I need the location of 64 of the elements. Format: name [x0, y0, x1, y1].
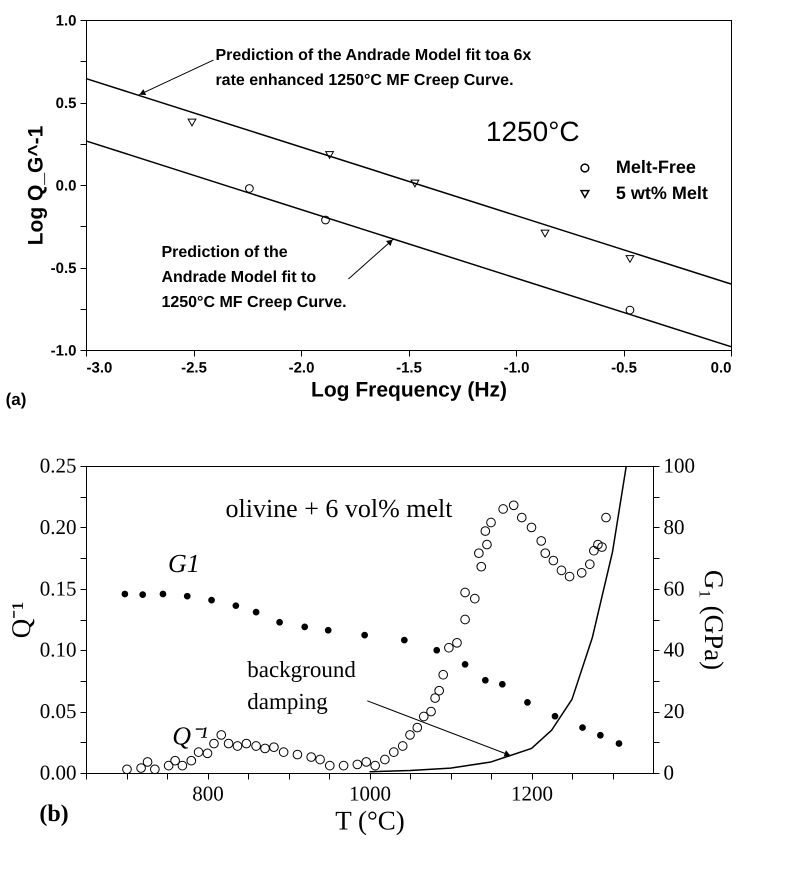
annotation: olivine + 6 vol% melt	[226, 494, 454, 523]
point	[361, 632, 368, 639]
y-tick-label: 0.5	[56, 95, 76, 112]
point	[139, 591, 146, 598]
x-tick-label: -2.5	[181, 360, 207, 376]
text: (a)	[6, 390, 26, 409]
y-axis-title: Q⁻¹	[6, 602, 36, 638]
x-tick-label: -0.5	[611, 360, 637, 376]
legend-title: 1250°C	[486, 116, 580, 147]
point	[324, 626, 332, 634]
legend-label: 5 wt% Melt	[616, 183, 708, 203]
point	[524, 699, 531, 706]
annotation: Prediction of the Andrade Model fit to 1250°C MF Creep Curve.	[161, 244, 347, 311]
point	[552, 712, 558, 720]
point	[498, 680, 506, 688]
series-label: G1	[168, 549, 200, 578]
point	[160, 590, 166, 598]
point	[482, 676, 489, 684]
y2-tick-label: 80	[664, 514, 684, 539]
series-label: Q⁻¹	[172, 721, 208, 750]
point	[596, 732, 604, 739]
y-axis-title: Log Q_G^-1	[24, 125, 48, 246]
y-tick-label: 0.00	[40, 760, 76, 784]
point	[184, 592, 191, 600]
x-tick-label: -2.0	[288, 360, 314, 376]
point	[579, 724, 586, 731]
y2-tick-label: 40	[664, 638, 684, 662]
point	[433, 646, 440, 654]
point	[252, 608, 260, 616]
y-tick-label: 0.10	[40, 638, 76, 662]
x-tick-label: 1200	[511, 782, 553, 806]
y-tick-label: 0.25	[40, 454, 76, 478]
y2-tick-label: 0	[664, 760, 674, 784]
x-tick-label: -3.0	[86, 360, 112, 376]
point	[122, 590, 128, 598]
point	[232, 602, 240, 610]
point	[276, 618, 283, 626]
y2-tick-label: 60	[664, 576, 684, 600]
y2-tick-label: 20	[664, 699, 684, 724]
point	[462, 660, 468, 668]
legend-label: Melt-Free	[616, 157, 696, 177]
annotation: Prediction of the Andrade Model fit toa 6x rate enhanced 1250°C MF Creep Curve.	[215, 47, 532, 90]
x-tick-label: -1.5	[396, 360, 422, 376]
point	[400, 636, 408, 644]
point	[301, 624, 308, 630]
x-tick-label: -1.0	[504, 360, 530, 376]
x-tick-label: 1000	[349, 782, 391, 806]
text: (b)	[39, 801, 69, 827]
x-axis-title: T (°C)	[335, 806, 405, 836]
x-tick-label: 800	[192, 782, 224, 806]
y2-tick-label: 100	[664, 454, 695, 478]
point	[616, 740, 622, 747]
y-tick-label: 1.0	[56, 12, 76, 30]
y-tick-label: 0.15	[40, 576, 76, 600]
x-axis-title: Log Frequency (Hz)	[310, 378, 508, 402]
annotation: background damping	[247, 656, 356, 714]
y-tick-label: -0.5	[50, 260, 76, 277]
y-tick-label: 0.05	[40, 699, 76, 724]
point	[208, 596, 215, 604]
y2-axis-title: G₁ (GPa)	[699, 570, 729, 670]
x-tick-label: 0.0	[710, 360, 732, 376]
y-tick-label: 0.0	[56, 178, 76, 194]
y-tick-label: 0.20	[40, 514, 76, 539]
y-tick-label: -1.0	[50, 342, 76, 360]
